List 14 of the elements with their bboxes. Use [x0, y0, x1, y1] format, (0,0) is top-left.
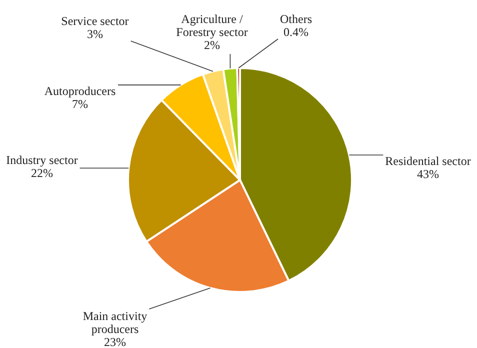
- slice-label: Industry sector: [6, 153, 78, 167]
- data-label: 23%: [104, 335, 126, 348]
- slice-label: Residential sector: [385, 154, 471, 168]
- slice-label: Main activity producers: [82, 309, 148, 336]
- data-label: 7%: [72, 97, 88, 111]
- data-label: 2%: [204, 38, 220, 52]
- data-label: 3%: [87, 27, 103, 41]
- slice-label: Service sector: [61, 14, 129, 28]
- slice-label: Autoproducers: [44, 84, 116, 98]
- data-label: 43%: [417, 167, 439, 181]
- data-label: 22%: [31, 166, 53, 180]
- slice-label: Agriculture / Forestry sector: [176, 12, 248, 39]
- data-label: 0.4%: [284, 25, 308, 39]
- slice-label: Others: [280, 12, 312, 26]
